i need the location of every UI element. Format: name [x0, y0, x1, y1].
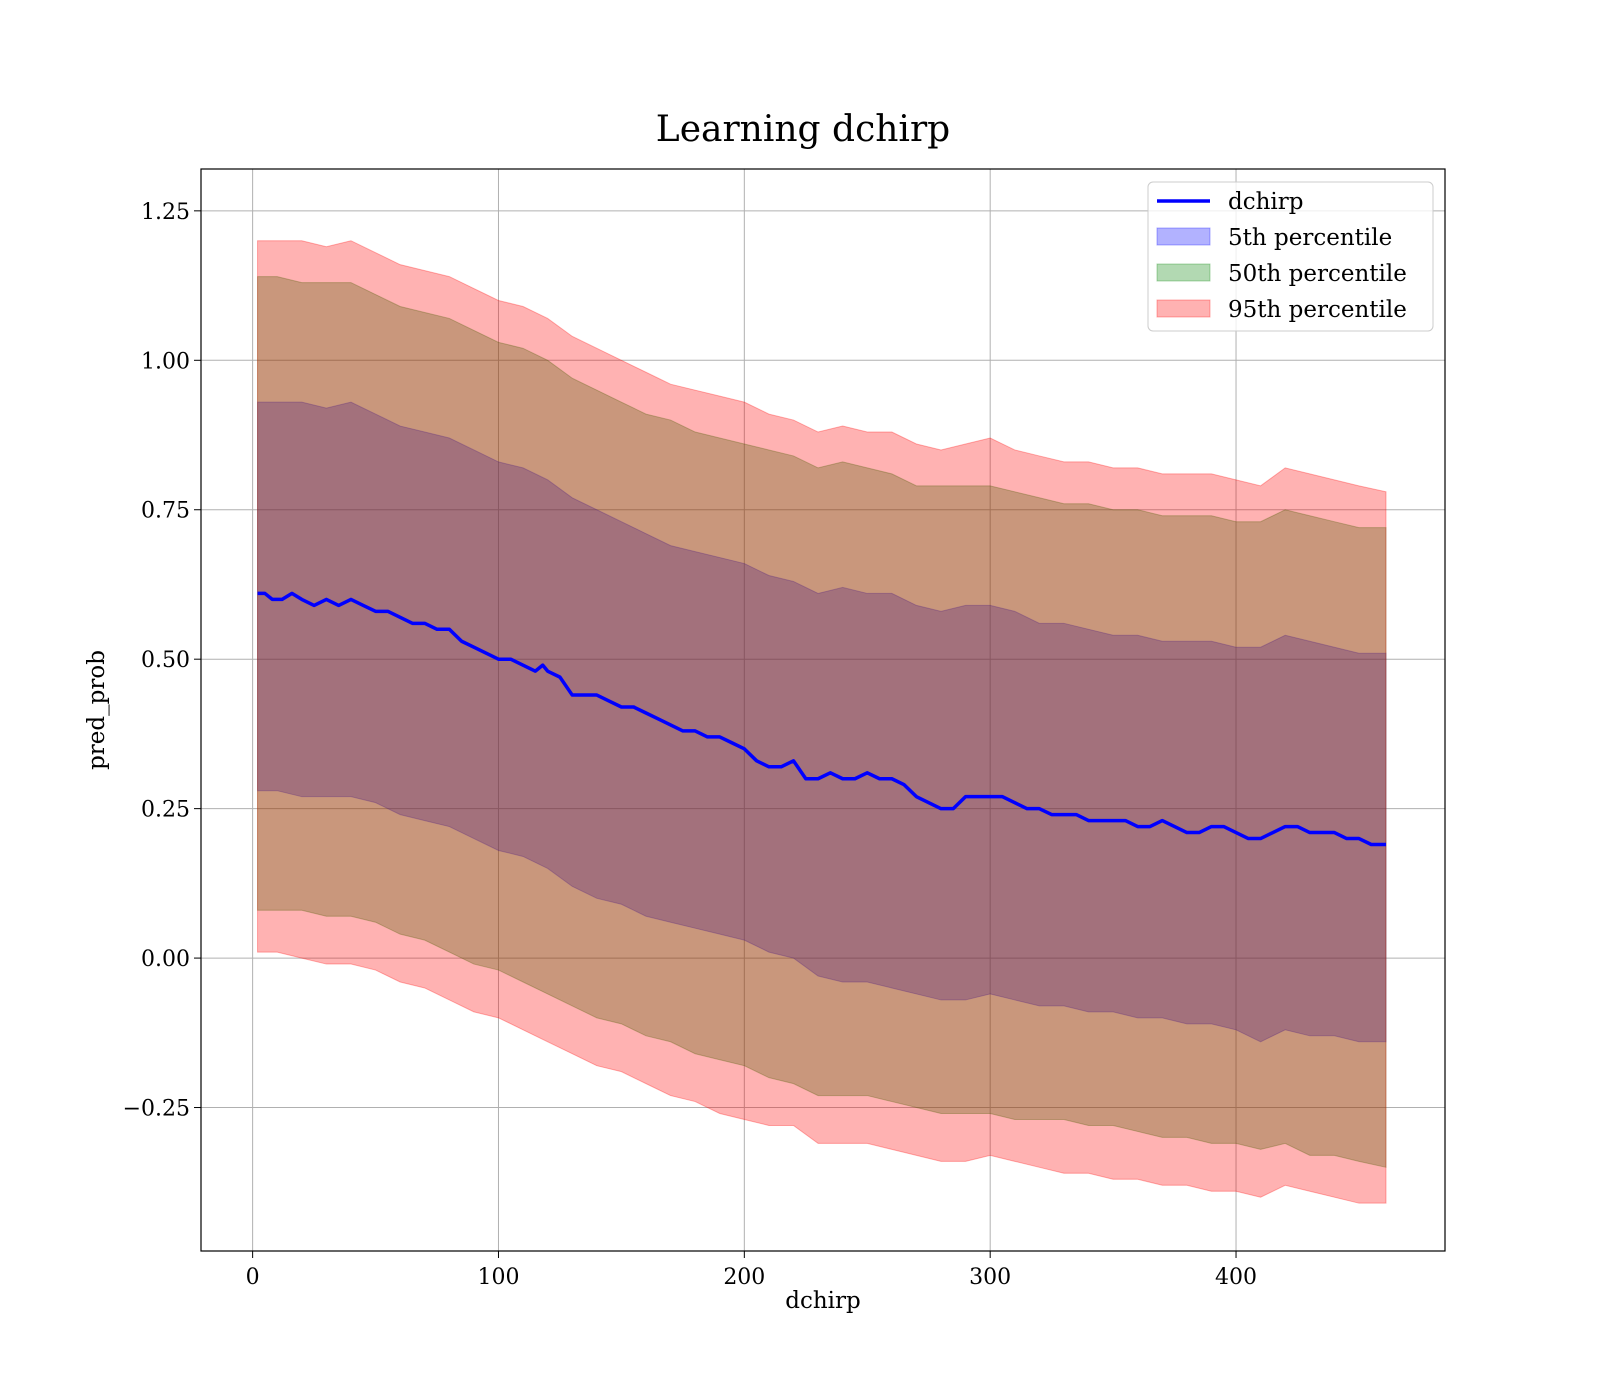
legend-label-95th: 95th percentile [1228, 297, 1407, 323]
plot-frame [200, 168, 1446, 1252]
y-tick-label: 0.25 [141, 798, 190, 823]
x-tick-label: 400 [1215, 1265, 1257, 1290]
legend-swatch-5th [1156, 227, 1211, 246]
y-axis-label: pred_prob [84, 650, 110, 770]
grid [201, 169, 1445, 1251]
x-axis-label: dchirp [785, 1288, 861, 1314]
band-50th-percentile [257, 276, 1387, 1168]
x-tick-label: 200 [723, 1265, 765, 1290]
line-series [257, 591, 1386, 847]
legend-box [1147, 181, 1434, 332]
y-tick-label: 0.50 [141, 648, 190, 673]
legend: dchirp 5th percentile 50th percentile 95… [1147, 181, 1434, 332]
x-tick-label: 300 [969, 1265, 1011, 1290]
y-tick-label: 0.00 [141, 947, 190, 972]
band-5th-percentile [257, 401, 1387, 1043]
y-tick-label: −0.25 [123, 1097, 190, 1122]
line-dchirp [257, 591, 1386, 847]
x-tick-label: 100 [477, 1265, 519, 1290]
y-tick-label: 1.25 [141, 200, 190, 225]
band-95th-percentile [257, 240, 1387, 1204]
x-axis-ticks: 0 100 200 300 400 [246, 1251, 1257, 1290]
x-tick-label: 0 [246, 1265, 260, 1290]
legend-label-50th: 50th percentile [1228, 261, 1407, 287]
legend-swatch-50th [1156, 263, 1211, 282]
percentile-bands [257, 240, 1387, 1204]
y-tick-label: 0.75 [141, 499, 190, 524]
legend-label-dchirp: dchirp [1228, 189, 1304, 215]
chart-title: Learning dchirp [656, 109, 950, 150]
legend-label-5th: 5th percentile [1228, 225, 1392, 251]
y-axis-ticks: −0.25 0.00 0.25 0.50 0.75 1.00 1.25 [123, 200, 201, 1122]
legend-swatch-95th [1156, 299, 1211, 318]
y-tick-label: 1.00 [141, 349, 190, 374]
